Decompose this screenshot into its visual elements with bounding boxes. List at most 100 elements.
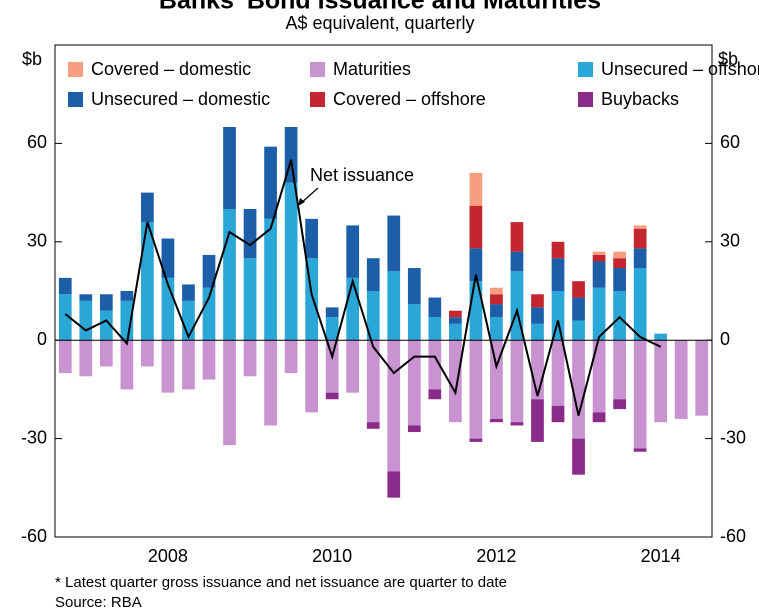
y2-tick-label: 60	[720, 132, 740, 152]
bar-segment	[448, 310, 462, 318]
y-tick-label: 0	[37, 329, 47, 349]
bar-segment	[613, 268, 626, 291]
bar-segment	[572, 438, 585, 475]
bar-segment	[531, 294, 544, 308]
bar-segment	[182, 284, 195, 301]
bar-segment	[325, 340, 339, 393]
bar-segment	[202, 254, 216, 288]
legend-swatch	[68, 62, 83, 77]
bar-segment	[551, 258, 565, 291]
legend-swatch	[310, 62, 325, 77]
bar-segment	[428, 317, 442, 341]
bar-segment	[551, 405, 565, 423]
y2-tick-label: -30	[720, 427, 746, 447]
bar-segment	[654, 340, 668, 423]
bar-segment	[469, 205, 483, 249]
legend-swatch	[578, 62, 593, 77]
legend-label: Unsecured – offshore	[601, 59, 759, 79]
bar-segment	[531, 399, 544, 442]
bar-segment	[592, 287, 606, 341]
bar-segment	[490, 287, 503, 295]
bar-segment	[325, 392, 339, 400]
bar-segment	[613, 399, 626, 410]
bar-segment	[469, 172, 483, 206]
bar-segment	[387, 340, 401, 472]
bar-segment	[120, 291, 134, 301]
bar-segment	[182, 340, 195, 390]
legend-label: Covered – domestic	[91, 59, 251, 79]
bar-segment	[202, 287, 216, 341]
bar-segment	[58, 294, 72, 341]
line-annotation: Net issuance	[310, 165, 414, 185]
bar-segment	[141, 340, 154, 367]
annotation-arrowhead	[298, 198, 305, 206]
y-tick-label: -60	[21, 526, 47, 546]
legend-label: Buybacks	[601, 89, 679, 109]
bar-segment	[428, 340, 442, 390]
bar-segment	[346, 340, 360, 393]
bar-segment	[387, 271, 401, 341]
bar-segment	[325, 317, 339, 341]
bar-segment	[592, 254, 606, 262]
bar-segment	[510, 422, 524, 426]
bar-segment	[407, 425, 421, 433]
source: Source: RBA	[55, 594, 142, 611]
bar-segment	[223, 340, 236, 446]
bar-segment	[58, 277, 72, 295]
bar-segment	[284, 182, 298, 341]
bar-segment	[99, 310, 113, 341]
y2-axis-unit: $b	[718, 49, 738, 69]
legend-label: Unsecured – domestic	[91, 89, 270, 109]
bar-segment	[633, 268, 647, 341]
bar-segment	[284, 340, 298, 373]
bar-segment	[551, 291, 565, 341]
chart-title: Banks' Bond Issuance and Maturities	[159, 0, 601, 15]
bar-segment	[695, 340, 709, 416]
bar-segment	[346, 225, 360, 278]
bar-segment	[79, 340, 93, 377]
bar-segment	[243, 340, 257, 377]
bar-segment	[407, 304, 421, 341]
bar-segment	[120, 340, 134, 390]
bar-segment	[613, 251, 626, 259]
x-tick-label: 2014	[641, 546, 681, 566]
bar-segment	[223, 209, 236, 341]
bar-segment	[428, 297, 442, 318]
bar-segment	[633, 448, 647, 452]
bar-segment	[592, 340, 606, 413]
bar-segment	[79, 294, 93, 301]
bar-segment	[551, 241, 565, 259]
bar-segment	[448, 340, 462, 423]
bar-segment	[613, 340, 626, 400]
bar-segment	[407, 268, 421, 305]
bar-segment	[366, 340, 380, 423]
bar-segment	[654, 333, 668, 341]
bar-segment	[243, 209, 257, 259]
bar-segment	[490, 294, 503, 305]
bar-segment	[264, 340, 277, 426]
bar-segment	[407, 340, 421, 426]
legend-swatch	[310, 92, 325, 107]
bar-segment	[79, 300, 93, 341]
bar-segment	[592, 261, 606, 288]
bar-segment	[572, 297, 585, 321]
x-tick-label: 2008	[148, 546, 188, 566]
bar-segment	[674, 340, 688, 419]
bar-segment	[572, 320, 585, 341]
bar-segment	[305, 340, 319, 413]
legend-swatch	[68, 92, 83, 107]
bar-segment	[490, 317, 503, 341]
y2-tick-label: -60	[720, 526, 746, 546]
bar-segment	[469, 248, 483, 282]
legend-label: Maturities	[333, 59, 411, 79]
bar-segment	[448, 323, 462, 341]
bar-segment	[531, 340, 544, 400]
bar-segment	[490, 418, 503, 423]
bar-segment	[366, 291, 380, 341]
bar-segment	[325, 307, 339, 318]
chart-subtitle: A$ equivalent, quarterly	[285, 13, 474, 33]
y-axis-unit: $b	[22, 49, 42, 69]
bar-segment	[633, 228, 647, 249]
bar-segment	[510, 222, 524, 252]
